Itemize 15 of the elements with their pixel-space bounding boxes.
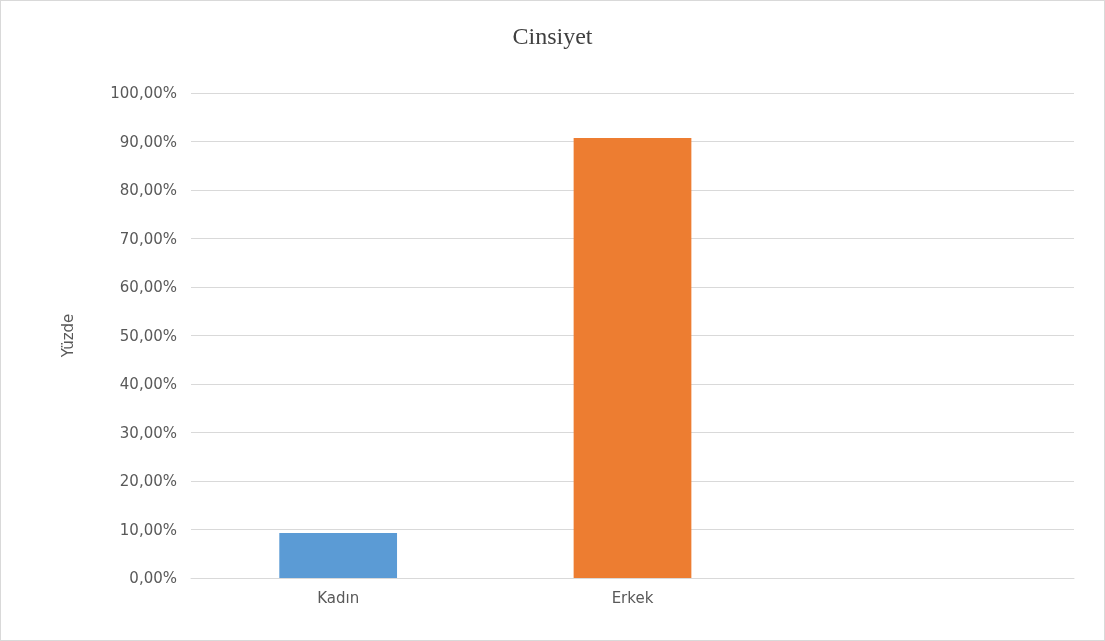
y-tick-label: 60,00% (119, 278, 177, 296)
y-tick-label: 10,00% (119, 520, 177, 539)
y-tick-label: 70,00% (119, 229, 177, 248)
y-tick-label: 80,00% (119, 181, 177, 199)
y-tick-label: 0,00% (129, 569, 177, 587)
x-tick-label: Kadın (317, 588, 360, 607)
y-tick-label: 40,00% (119, 375, 177, 393)
y-tick-label: 100,00% (110, 84, 177, 102)
y-tick-label: 90,00% (119, 132, 177, 151)
y-axis-title: Yüzde (58, 313, 77, 359)
y-tick-label: 30,00% (119, 423, 177, 442)
chart-title: Cinsiyet (512, 23, 593, 49)
x-tick-label: Erkek (611, 588, 654, 607)
y-tick-label: 20,00% (119, 472, 177, 490)
y-tick-label: 50,00% (119, 326, 177, 345)
